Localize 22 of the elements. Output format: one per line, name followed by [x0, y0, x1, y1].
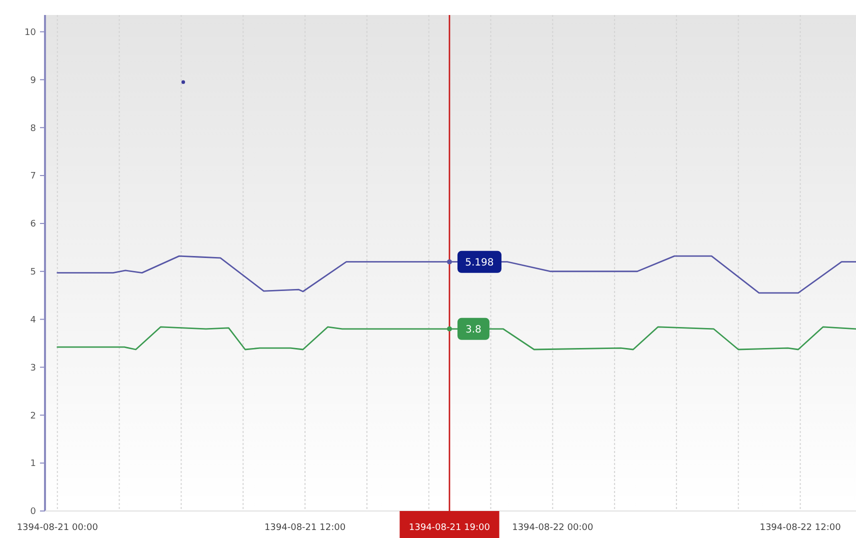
y-tick-label: 5: [30, 268, 36, 278]
ref-line-label: 1394-08-21 19:00: [408, 523, 490, 533]
y-tick-label: 0: [30, 507, 36, 518]
y-tick-label: 10: [24, 28, 36, 38]
y-tick-label: 8: [30, 124, 36, 134]
x-tick-label: 1394-08-22 00:00: [512, 523, 594, 533]
y-tick-label: 3: [30, 363, 36, 374]
x-tick-label: 1394-08-22 12:00: [760, 523, 842, 533]
y-tick-label: 9: [30, 76, 36, 86]
point: [446, 259, 452, 264]
annotation: 3.8: [466, 324, 482, 336]
line-series: [56, 255, 856, 294]
y-tick-label: 2: [30, 411, 36, 422]
x-tick-label: 1394-08-21 00:00: [16, 523, 98, 533]
x-tick-label: 1394-08-21 12:00: [264, 523, 346, 533]
point: [181, 80, 186, 84]
y-tick-label: 7: [30, 172, 36, 182]
y-tick-label: 1: [30, 459, 36, 470]
annotation: 5.198: [465, 257, 494, 268]
point: [446, 326, 452, 332]
y-tick-label: 6: [30, 220, 36, 230]
y-tick-label: 4: [30, 315, 36, 326]
